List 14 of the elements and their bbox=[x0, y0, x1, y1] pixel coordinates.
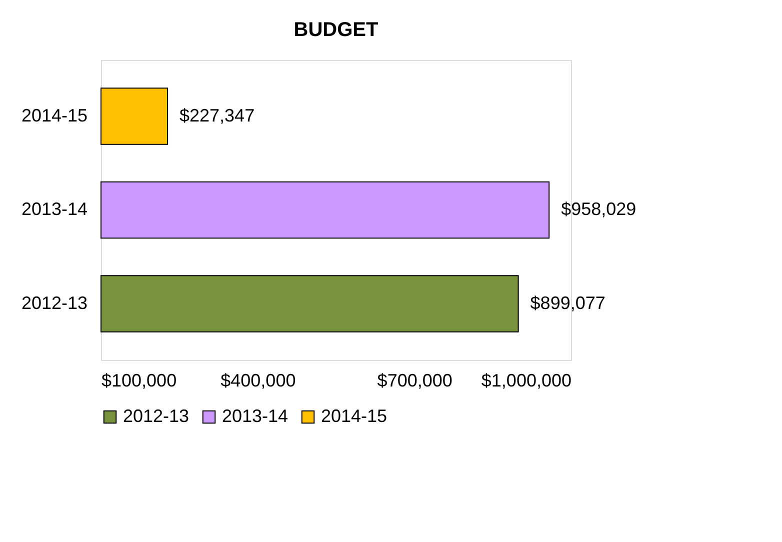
x-tick-label: $700,000 bbox=[377, 370, 452, 390]
y-tick-label: 2013-14 bbox=[21, 199, 88, 219]
x-tick-label: $400,000 bbox=[220, 370, 296, 390]
y-tick-label: 2012-13 bbox=[21, 292, 88, 313]
data-label: $227,347 bbox=[180, 105, 255, 126]
data-label: $899,077 bbox=[530, 292, 606, 313]
data-label: $958,029 bbox=[561, 199, 636, 219]
chart-title: BUDGET bbox=[294, 19, 378, 41]
x-tick-label: $100,000 bbox=[102, 370, 177, 390]
legend-label: 2013-14 bbox=[222, 406, 288, 426]
legend-label: 2012-13 bbox=[123, 406, 190, 426]
legend-label: 2014-15 bbox=[321, 406, 388, 426]
y-tick-label: 2014-15 bbox=[21, 105, 88, 126]
x-tick-label: $1,000,000 bbox=[481, 370, 572, 390]
